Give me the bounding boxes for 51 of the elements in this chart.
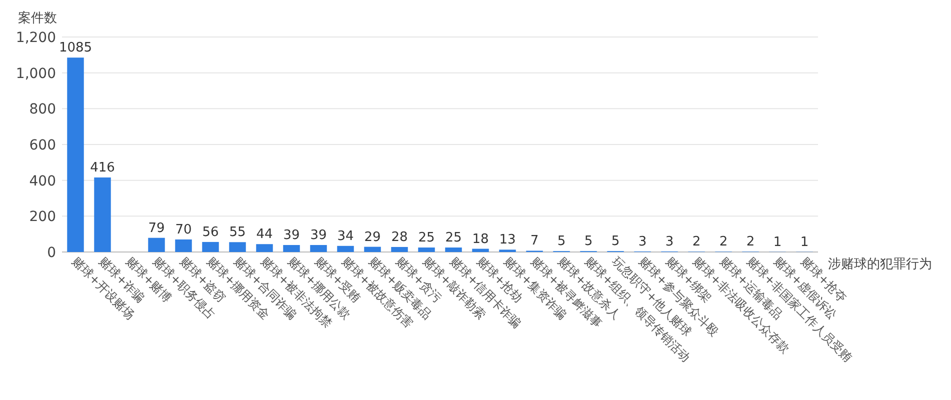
bar <box>229 242 246 252</box>
data-label: 2 <box>746 234 755 250</box>
y-tick-label: 200 <box>29 209 56 226</box>
data-label: 2 <box>719 234 728 250</box>
data-label: 1085 <box>58 40 92 56</box>
data-label: 5 <box>611 234 620 250</box>
bar <box>472 248 489 252</box>
bar <box>256 244 273 252</box>
data-label: 1 <box>773 234 782 250</box>
data-label: 56 <box>202 224 219 240</box>
data-label: 3 <box>638 234 647 250</box>
bar <box>175 239 192 252</box>
y-axis-title: 案件数 <box>18 10 57 26</box>
data-label: 13 <box>499 232 516 248</box>
data-label: 7 <box>530 234 539 249</box>
bar <box>391 246 408 252</box>
y-tick-label: 1,000 <box>16 66 56 82</box>
data-label: 28 <box>391 230 408 245</box>
bar <box>418 248 435 252</box>
data-label: 34 <box>337 228 354 244</box>
data-label: 44 <box>256 227 273 242</box>
y-tick-label: 800 <box>29 102 56 118</box>
data-label: 416 <box>90 160 115 176</box>
data-label: 2 <box>692 234 701 250</box>
bar <box>445 248 462 252</box>
data-label: 70 <box>175 222 192 238</box>
bar <box>310 245 327 252</box>
y-tick-label: 600 <box>29 138 56 154</box>
data-label: 39 <box>283 228 300 244</box>
y-tick-label: 0 <box>47 245 56 261</box>
data-label: 25 <box>418 230 435 246</box>
data-label: 55 <box>229 225 246 240</box>
bar <box>148 238 165 252</box>
y-tick-label: 400 <box>29 173 56 190</box>
bar <box>94 177 111 252</box>
bar <box>337 246 354 252</box>
data-label: 1 <box>800 234 809 250</box>
data-label: 5 <box>584 234 593 250</box>
bar <box>202 242 219 252</box>
bar <box>67 58 84 252</box>
data-label: 29 <box>364 230 381 245</box>
data-label: 39 <box>310 228 327 244</box>
bar <box>364 246 381 252</box>
bar <box>283 245 300 252</box>
data-label: 18 <box>472 232 489 247</box>
data-label: 5 <box>557 234 566 250</box>
data-label: 3 <box>665 234 674 250</box>
data-label: 79 <box>148 220 165 236</box>
x-axis-title: 涉赌球的犯罪行为 <box>828 257 932 272</box>
y-tick-label: 1,200 <box>16 30 56 46</box>
data-label: 25 <box>445 230 462 246</box>
